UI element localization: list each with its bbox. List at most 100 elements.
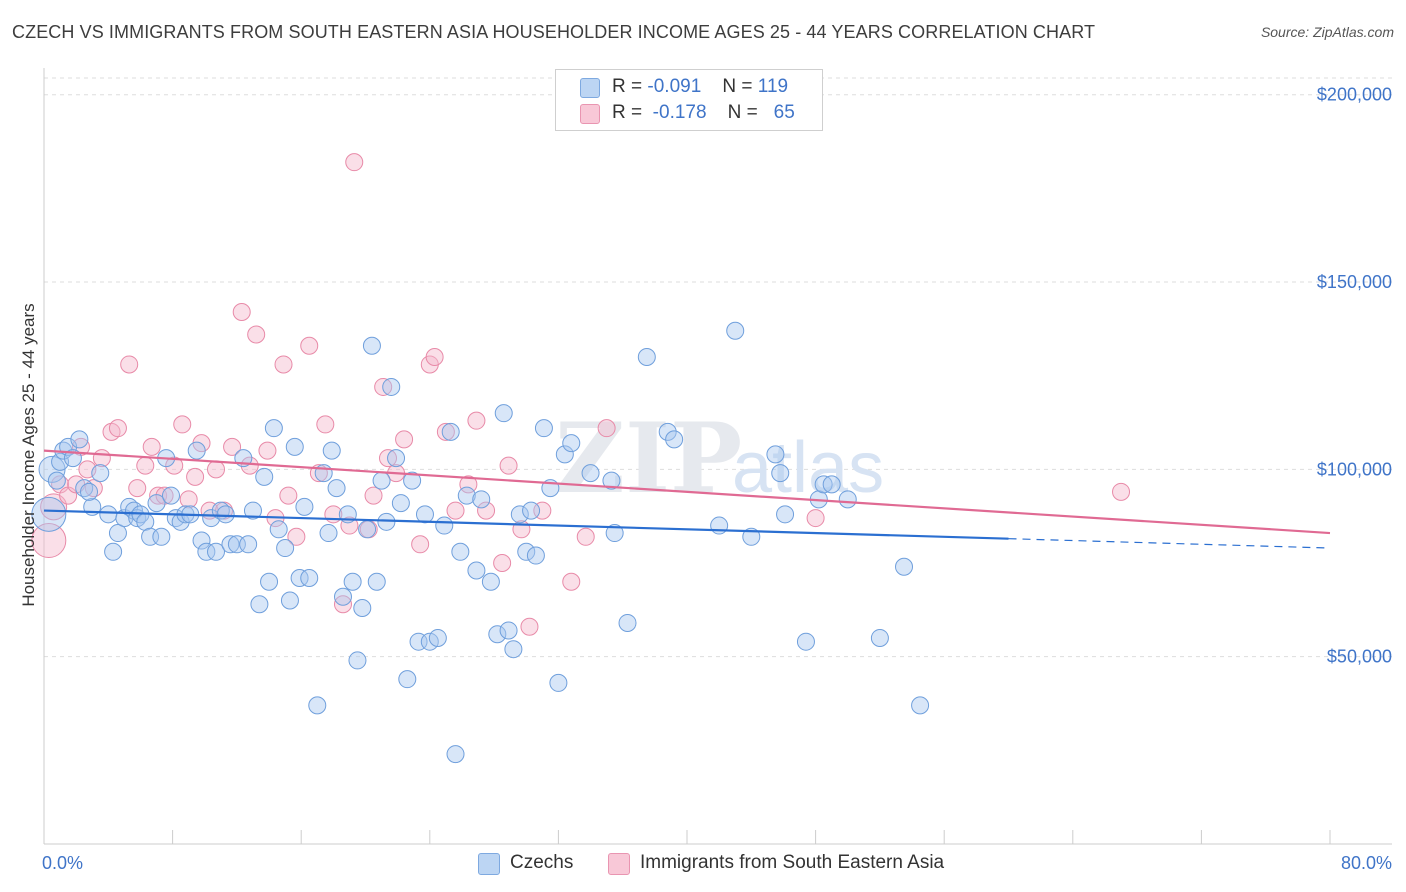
legend-r-value-immigrants: -0.178	[652, 102, 707, 123]
data-point-czechs	[494, 404, 513, 423]
data-point-czechs	[187, 441, 206, 460]
data-point-czechs	[243, 501, 262, 520]
data-point-immigrants	[258, 441, 277, 460]
data-point-immigrants	[40, 493, 68, 521]
data-point-immigrants	[232, 303, 251, 322]
data-point-czechs	[221, 535, 240, 554]
data-point-immigrants	[345, 153, 364, 172]
data-point-czechs	[63, 449, 82, 468]
watermark: ZIP atlas	[555, 402, 884, 515]
data-point-czechs	[504, 640, 523, 659]
data-point-czechs	[870, 628, 889, 647]
data-point-czechs	[562, 434, 581, 453]
data-point-czechs	[343, 572, 362, 591]
y-axis-title: Householder Income Ages 25 - 44 years	[19, 303, 38, 606]
data-point-immigrants	[333, 595, 352, 614]
x-tick-label: 80.0%	[1341, 853, 1392, 873]
data-point-czechs	[322, 441, 341, 460]
y-tick-label: $200,000	[1317, 85, 1392, 105]
tick-labels: $50,000 $100,000 $150,000 $200,000 0.0% 80.0%	[42, 85, 1392, 873]
data-point-czechs	[391, 494, 410, 513]
data-point-czechs	[605, 524, 624, 543]
chart-title: CZECH VS IMMIGRANTS FROM SOUTH EASTERN A…	[12, 22, 1096, 42]
correlation-legend: R = -0.091 N = 119 R = -0.178 N = 65	[555, 69, 823, 131]
data-point-czechs	[250, 595, 269, 614]
data-point-czechs	[358, 520, 377, 539]
data-point-immigrants	[316, 415, 335, 434]
data-point-czechs	[522, 501, 541, 520]
data-point-immigrants	[108, 419, 127, 438]
data-point-czechs	[467, 561, 486, 580]
data-point-immigrants	[340, 516, 359, 535]
data-point-immigrants	[300, 336, 319, 355]
watermark-atlas: atlas	[732, 428, 884, 508]
x-tick-label: 0.0%	[42, 853, 83, 873]
data-point-immigrants	[499, 456, 518, 475]
series-czechs-points	[31, 321, 930, 764]
data-point-czechs	[472, 490, 491, 509]
data-point-immigrants	[467, 411, 486, 430]
data-point-czechs	[70, 430, 89, 449]
legend-r-label: R =	[612, 102, 643, 123]
data-point-czechs	[367, 572, 386, 591]
y-tick-label: $50,000	[1327, 647, 1392, 667]
data-point-czechs	[295, 497, 314, 516]
legend-swatch-immigrants	[608, 853, 630, 875]
data-point-immigrants	[247, 325, 266, 344]
data-point-czechs	[333, 587, 352, 606]
axes	[43, 68, 1392, 845]
data-point-czechs	[895, 557, 914, 576]
data-point-czechs	[104, 542, 123, 561]
legend-n-value-immigrants: 65	[773, 102, 795, 123]
trend-lines	[43, 449, 1331, 549]
data-point-immigrants	[142, 437, 161, 456]
data-point-czechs	[457, 486, 476, 505]
data-point-czechs	[216, 505, 235, 524]
data-point-czechs	[31, 496, 67, 532]
data-point-immigrants	[411, 535, 430, 554]
data-point-immigrants	[31, 523, 67, 559]
data-point-czechs	[488, 625, 507, 644]
data-point-immigrants	[179, 490, 198, 509]
data-point-czechs	[280, 591, 299, 610]
series-immigrants-points	[31, 153, 1131, 636]
data-point-czechs	[207, 542, 226, 561]
data-point-czechs	[348, 651, 367, 670]
legend-n-value-czechs: 119	[757, 76, 789, 97]
data-point-czechs	[398, 670, 417, 689]
data-point-czechs	[353, 598, 372, 617]
data-point-czechs	[446, 745, 465, 764]
data-point-immigrants	[223, 437, 242, 456]
data-point-czechs	[319, 524, 338, 543]
data-point-immigrants	[806, 509, 825, 528]
data-point-czechs	[372, 471, 391, 490]
data-point-czechs	[581, 464, 600, 483]
data-point-immigrants	[436, 422, 455, 441]
data-point-czechs	[264, 419, 283, 438]
data-point-czechs	[300, 569, 319, 588]
series-legend: Czechs Immigrants from South Eastern Asi…	[0, 852, 1406, 878]
data-point-czechs	[481, 572, 500, 591]
data-point-czechs	[327, 479, 346, 498]
data-point-czechs	[255, 467, 274, 486]
legend-swatch-czechs	[478, 853, 500, 875]
data-point-czechs	[441, 422, 460, 441]
data-point-immigrants	[425, 347, 444, 366]
data-point-immigrants	[128, 479, 147, 498]
data-point-czechs	[726, 321, 745, 340]
data-point-czechs	[91, 464, 110, 483]
y-tick-label: $150,000	[1317, 272, 1392, 292]
data-point-czechs	[618, 613, 637, 632]
data-point-czechs	[517, 542, 536, 561]
data-point-czechs	[602, 471, 621, 490]
data-point-czechs	[534, 419, 553, 438]
data-point-immigrants	[186, 467, 205, 486]
data-point-immigrants	[446, 501, 465, 520]
data-point-czechs	[382, 377, 401, 396]
data-point-czechs	[510, 505, 529, 524]
data-point-czechs	[47, 471, 66, 490]
data-point-czechs	[658, 422, 677, 441]
data-point-immigrants	[364, 486, 383, 505]
data-point-czechs	[285, 437, 304, 456]
